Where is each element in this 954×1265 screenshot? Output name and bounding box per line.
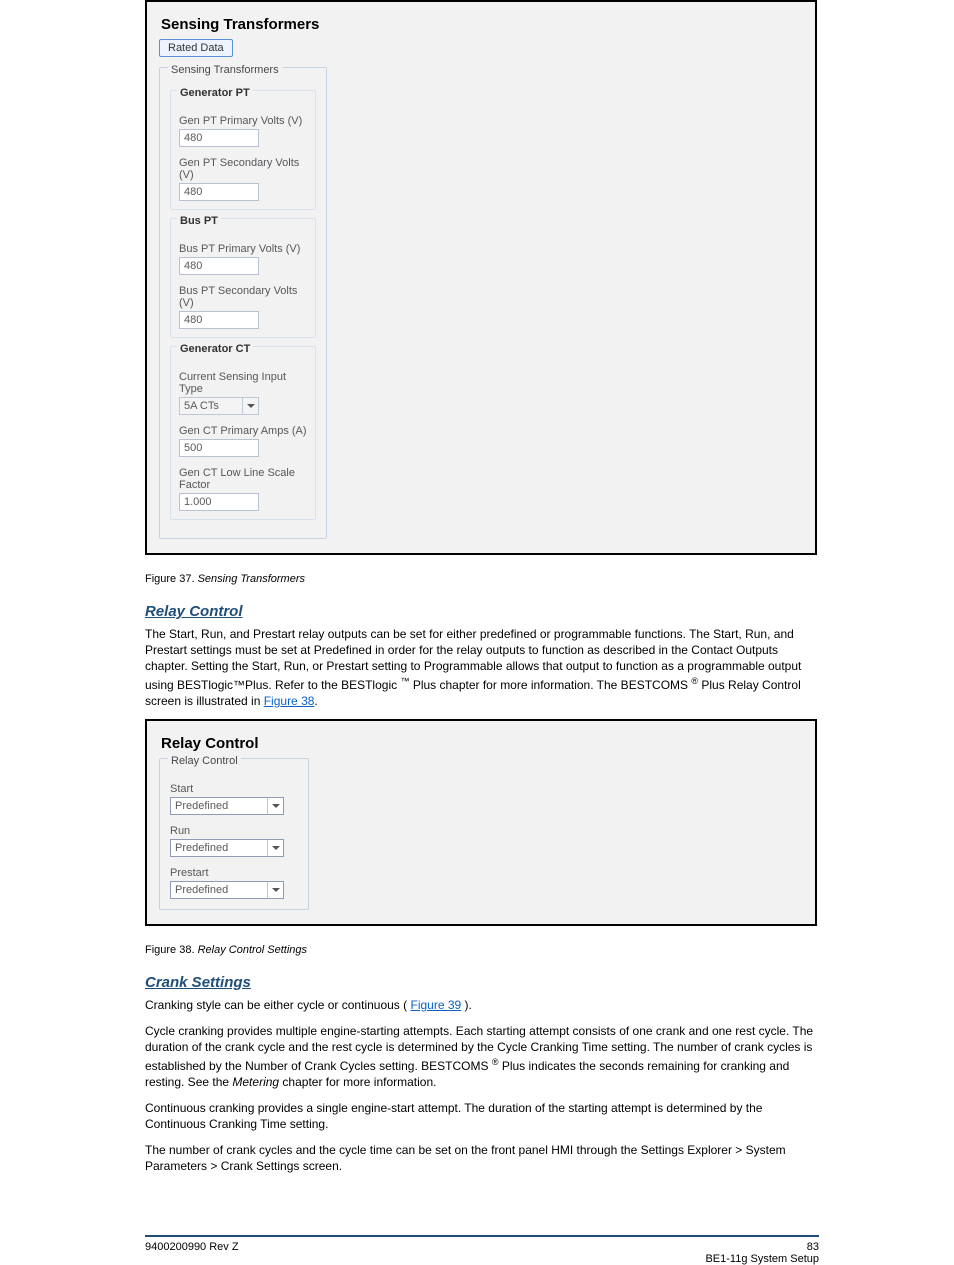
footer-revision: 9400200990 Rev Z xyxy=(145,1241,239,1265)
ct-scale-label: Gen CT Low Line Scale Factor xyxy=(179,467,307,491)
ct-primary-input[interactable] xyxy=(179,439,259,457)
crank-paragraph-3: Continuous cranking provides a single en… xyxy=(145,1100,819,1132)
prestart-label: Prestart xyxy=(170,867,298,879)
figure-38-caption: Figure 38. Relay Control Settings xyxy=(145,944,819,956)
figure-prefix: Figure 38. xyxy=(145,944,195,956)
start-select[interactable]: Predefined xyxy=(170,797,284,815)
footer-doc-title: BE1-11g System Setup xyxy=(705,1253,819,1265)
chevron-down-icon xyxy=(267,840,283,856)
relay-control-groupbox: Relay Control Start Predefined Run Prede… xyxy=(159,758,309,910)
ct-type-value: 5A CTs xyxy=(180,400,242,412)
ct-scale-input[interactable] xyxy=(179,493,259,511)
subgroup-legend: Bus PT xyxy=(177,215,221,227)
sensing-transformers-panel: Sensing Transformers Rated Data Sensing … xyxy=(145,0,817,555)
crank-p1-tail: ). xyxy=(465,998,472,1012)
generator-ct-group: Generator CT Current Sensing Input Type … xyxy=(170,346,316,520)
subgroup-legend: Generator PT xyxy=(177,87,253,99)
registered-icon: ® xyxy=(492,1057,499,1067)
crank-p2-text3: chapter for more information. xyxy=(282,1075,436,1089)
crank-p1-text: Cranking style can be either cycle or co… xyxy=(145,998,407,1012)
bus-pt-secondary-label: Bus PT Secondary Volts (V) xyxy=(179,285,307,309)
gen-pt-secondary-input[interactable] xyxy=(179,183,259,201)
figure-text: Relay Control Settings xyxy=(198,944,307,956)
footer-page-number: 83 xyxy=(705,1241,819,1253)
prestart-select[interactable]: Predefined xyxy=(170,881,284,899)
bus-pt-secondary-input[interactable] xyxy=(179,311,259,329)
figure-38-link[interactable]: Figure 38 xyxy=(264,694,315,708)
trademark-icon: ™ xyxy=(400,676,409,686)
gen-pt-secondary-label: Gen PT Secondary Volts (V) xyxy=(179,157,307,181)
chevron-down-icon xyxy=(242,398,258,414)
chevron-down-icon xyxy=(267,798,283,814)
relay-control-paragraph: The Start, Run, and Prestart relay outpu… xyxy=(145,626,819,709)
panel-title: Relay Control xyxy=(161,735,803,752)
generator-pt-group: Generator PT Gen PT Primary Volts (V) Ge… xyxy=(170,90,316,210)
crank-paragraph-2: Cycle cranking provides multiple engine-… xyxy=(145,1023,819,1090)
start-value: Predefined xyxy=(171,800,267,812)
run-select[interactable]: Predefined xyxy=(170,839,284,857)
ct-type-label: Current Sensing Input Type xyxy=(179,371,307,395)
groupbox-legend: Relay Control xyxy=(168,755,241,767)
rated-data-tab[interactable]: Rated Data xyxy=(159,39,233,57)
relay-control-panel: Relay Control Relay Control Start Predef… xyxy=(145,719,817,926)
sensing-transformers-groupbox: Sensing Transformers Generator PT Gen PT… xyxy=(159,67,327,539)
gen-pt-primary-label: Gen PT Primary Volts (V) xyxy=(179,115,307,127)
start-label: Start xyxy=(170,783,298,795)
registered-icon: ® xyxy=(691,676,698,686)
figure-text: Sensing Transformers xyxy=(198,573,305,585)
bus-pt-group: Bus PT Bus PT Primary Volts (V) Bus PT S… xyxy=(170,218,316,338)
run-label: Run xyxy=(170,825,298,837)
relay-para-tail: Plus chapter for more information. The B… xyxy=(413,678,688,692)
page-footer: 9400200990 Rev Z 83 BE1-11g System Setup xyxy=(145,1241,819,1265)
figure-39-link[interactable]: Figure 39 xyxy=(410,998,461,1012)
figure-prefix: Figure 37. xyxy=(145,573,195,585)
panel-title: Sensing Transformers xyxy=(161,16,803,33)
gen-pt-primary-input[interactable] xyxy=(179,129,259,147)
prestart-value: Predefined xyxy=(171,884,267,896)
relay-control-heading: Relay Control xyxy=(145,603,819,620)
bus-pt-primary-input[interactable] xyxy=(179,257,259,275)
subgroup-legend: Generator CT xyxy=(177,343,253,355)
run-value: Predefined xyxy=(171,842,267,854)
crank-p2-ital: Metering xyxy=(232,1075,279,1089)
ct-primary-label: Gen CT Primary Amps (A) xyxy=(179,425,307,437)
bus-pt-primary-label: Bus PT Primary Volts (V) xyxy=(179,243,307,255)
chevron-down-icon xyxy=(267,882,283,898)
ct-type-select[interactable]: 5A CTs xyxy=(179,397,259,415)
crank-settings-heading: Crank Settings xyxy=(145,974,819,991)
crank-paragraph-1: Cranking style can be either cycle or co… xyxy=(145,997,819,1013)
groupbox-legend: Sensing Transformers xyxy=(168,64,282,76)
crank-paragraph-4: The number of crank cycles and the cycle… xyxy=(145,1142,819,1174)
figure-37-caption: Figure 37. Sensing Transformers xyxy=(145,573,819,585)
